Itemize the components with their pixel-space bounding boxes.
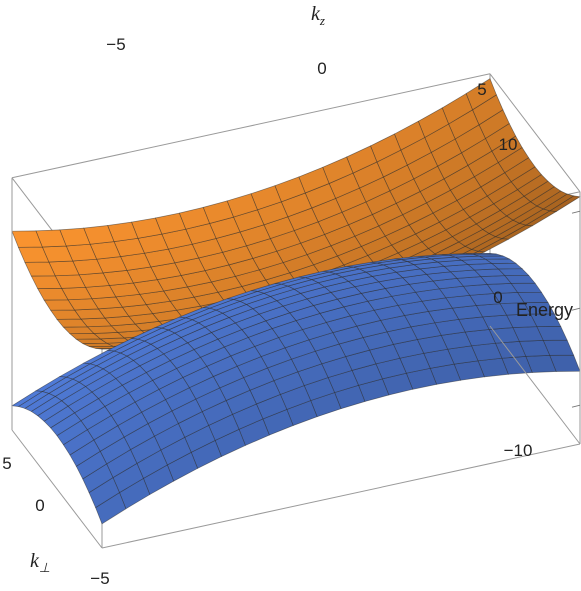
lower-band-surface: [10, 252, 581, 525]
energy-tick-neg10: −10: [504, 441, 533, 460]
kperp-axis-label: k⊥: [30, 550, 50, 575]
energy-tick-mark: [571, 307, 581, 311]
box-edge: [11, 429, 103, 549]
energy-tick-mark: [571, 404, 581, 408]
energy-tick-0: 0: [493, 288, 502, 307]
kperp-tick-neg5: −5: [90, 569, 109, 588]
lower-band-patch: [10, 390, 44, 407]
energy-tick-10: 10: [499, 135, 518, 154]
kperp-tick-5: 5: [2, 454, 11, 473]
kz-tick-neg5: −5: [106, 35, 125, 54]
box-edge: [101, 443, 581, 549]
upper-band-patch: [11, 230, 43, 248]
energy-axis-label: Energy: [516, 300, 573, 320]
box-edge: [489, 73, 581, 193]
kz-tick-0: 0: [317, 59, 326, 78]
box-edge: [11, 73, 491, 179]
box-edge: [489, 325, 581, 445]
energy-tick-mark: [571, 210, 581, 214]
kperp-tick-0: 0: [35, 496, 44, 515]
kz-tick-5: 5: [477, 80, 486, 99]
plot-box-front-edges: [11, 177, 581, 549]
kz-axis-label: kz: [311, 3, 325, 28]
